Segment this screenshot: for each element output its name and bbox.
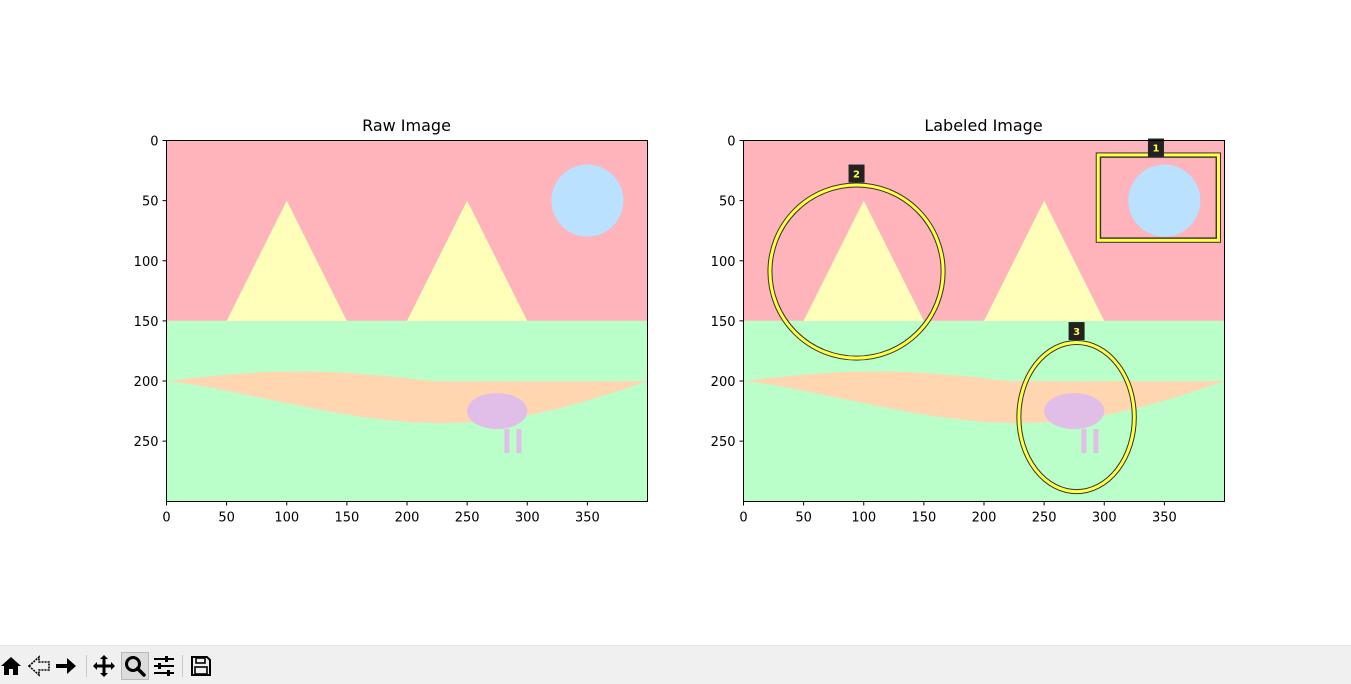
x-tick-label: 250 [1032, 511, 1057, 526]
animal-leg [1081, 429, 1087, 454]
zoom-button[interactable] [121, 652, 149, 680]
y-tick-label: 100 [711, 255, 736, 270]
annotation-label-text: 1 [1152, 144, 1159, 155]
sliders-icon [154, 656, 174, 676]
y-tick-label: 100 [134, 255, 159, 270]
x-tick-label: 200 [972, 511, 997, 526]
move-icon [93, 655, 115, 677]
left-mountain [226, 200, 347, 321]
annotation-label-box [1147, 138, 1164, 157]
sun [1128, 164, 1201, 237]
x-tick-label: 200 [395, 511, 420, 526]
raw-scene [166, 140, 648, 502]
y-tick-label: 200 [711, 375, 736, 390]
floppy-disk-icon [191, 656, 211, 676]
magnifier-icon [125, 656, 146, 677]
y-tick-label: 250 [711, 435, 736, 450]
annotation-label-text: 2 [853, 170, 860, 181]
y-tick-label: 0 [727, 135, 735, 150]
home-icon [1, 657, 21, 675]
animal-leg [1093, 429, 1099, 454]
x-tick-label: 300 [515, 511, 540, 526]
home-button[interactable] [0, 652, 25, 680]
left-mountain [803, 200, 924, 321]
annotation-label-text: 3 [1073, 327, 1080, 338]
y-tick-label: 150 [711, 315, 736, 330]
annotation-ellipse-2 [768, 183, 945, 360]
x-tick-label: 50 [795, 511, 812, 526]
labeled-image-title: Labeled Image [924, 116, 1042, 135]
y-tick-label: 50 [719, 195, 736, 210]
y-tick-label: 0 [150, 135, 158, 150]
animal-leg [516, 429, 522, 454]
configure-subplots-button[interactable] [150, 652, 178, 680]
x-tick-label: 300 [1092, 511, 1117, 526]
x-tick-label: 350 [575, 511, 600, 526]
x-tick-label: 150 [911, 511, 936, 526]
labeled-scene [743, 140, 1225, 502]
forward-arrow-icon [56, 658, 76, 674]
raw-axis-ticks: 0 50 100 150 200 250 300 350 0 50 100 150 200 250 [134, 135, 600, 526]
river-band [743, 371, 1225, 424]
y-tick-label: 200 [134, 375, 159, 390]
annotation-layer: 1 2 3 [767, 138, 1221, 495]
y-tick-label: 150 [134, 315, 159, 330]
figure-canvas: Raw Image 0 50 100 150 200 250 300 350050100150… [134, 116, 1225, 526]
animal-body [467, 393, 528, 430]
y-tick-label: 250 [134, 435, 159, 450]
x-tick-label: 0 [162, 511, 170, 526]
annotation-rect-1-inner [1100, 156, 1217, 239]
x-tick-label: 150 [334, 511, 359, 526]
animal-leg [504, 429, 510, 454]
annotation-ellipse-3 [1017, 341, 1136, 494]
x-tick-label: 350 [1152, 511, 1177, 526]
x-tick-label: 50 [218, 511, 235, 526]
x-tick-label: 0 [739, 511, 747, 526]
x-tick-label: 100 [851, 511, 876, 526]
labeled-axis-ticks: 0 50 100 150 200 250 300 350 0 50 100 150 200 250 [711, 135, 1177, 526]
raw-image-title: Raw Image [362, 116, 451, 135]
y-tick-label: 50 [142, 195, 159, 210]
navigation-toolbar [0, 645, 1351, 684]
x-tick-label: 100 [274, 511, 299, 526]
toolbar-separator [182, 655, 183, 677]
annotation-label-box [1068, 322, 1085, 341]
toolbar-separator [86, 655, 87, 677]
pan-button[interactable] [90, 652, 118, 680]
annotation-label-box [848, 164, 865, 183]
right-mountain [407, 200, 528, 321]
x-tick-label: 250 [455, 511, 480, 526]
raw-image-axes[interactable]: Raw Image 0 50 100 150 200 250 300 350 0 50 100 150… [134, 116, 648, 526]
labeled-image-axes[interactable]: Labeled Image 123 0 50 100 150 200 250 300 3500… [711, 116, 1225, 526]
river-band [166, 371, 648, 424]
sun [551, 164, 624, 237]
animal-body [1044, 393, 1105, 430]
back-arrow-icon [27, 655, 50, 677]
back-button[interactable] [25, 652, 53, 680]
save-button[interactable] [187, 652, 215, 680]
right-mountain [984, 200, 1105, 321]
forward-button[interactable] [52, 652, 80, 680]
